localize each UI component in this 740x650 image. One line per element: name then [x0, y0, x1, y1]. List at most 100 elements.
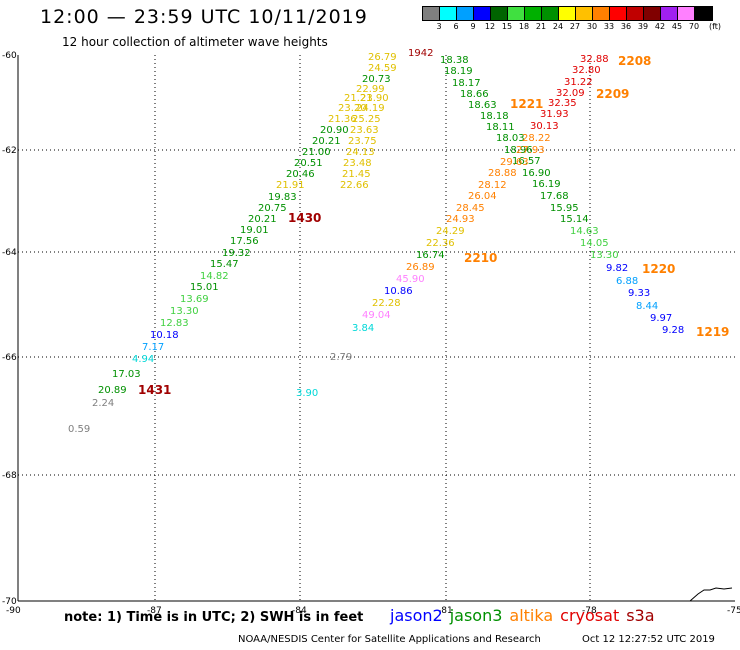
longitude-label: -75: [727, 606, 740, 616]
pass-time-label: 2208: [618, 54, 651, 68]
swh-value: 10.18: [150, 330, 179, 341]
swh-value: 21.91: [276, 180, 305, 191]
swh-value: 23.90: [360, 93, 389, 104]
swh-value: 25.25: [352, 114, 381, 125]
swh-value: 18.38: [440, 55, 469, 66]
swh-value: 13.30: [170, 306, 199, 317]
pass-time-label: 1221: [510, 97, 543, 111]
latitude-label: -68: [2, 471, 17, 481]
swh-value: 20.21: [248, 214, 277, 225]
swh-value: 27.93: [516, 145, 545, 156]
color-swatch: [423, 7, 440, 20]
swh-value: 26.79: [368, 52, 397, 63]
swh-value: 0.59: [68, 424, 90, 435]
color-tick-label: 3: [436, 22, 442, 31]
swh-value: 9.82: [606, 263, 628, 274]
pass-time-label: 1431: [138, 383, 171, 397]
credit-line: NOAA/NESDIS Center for Satellite Applica…: [238, 634, 541, 645]
swh-value: 17.68: [540, 191, 569, 202]
swh-value: 20.89: [98, 385, 127, 396]
swh-value: 22.28: [372, 298, 401, 309]
lat-lon-grid: [18, 55, 735, 601]
color-swatch: [593, 7, 610, 20]
swh-value: 32.88: [580, 54, 609, 65]
longitude-label: -87: [147, 606, 162, 616]
pass-time-label: 1430: [288, 211, 321, 225]
swh-value: 32.35: [548, 98, 577, 109]
color-tick-label: 42: [654, 22, 666, 31]
satellite-legend: jason2 jason3 altika cryosat s3a: [390, 606, 662, 625]
color-swatch: [440, 7, 457, 20]
color-tick-label: 39: [637, 22, 649, 31]
pass-time-labels: 2208 2209 1221 1430 2210 1220 1219 1431: [138, 54, 729, 397]
swh-value: 16.74: [416, 250, 445, 261]
coastline: [689, 587, 733, 602]
swh-value: 14.82: [200, 271, 229, 282]
swh-value: 15.47: [210, 259, 239, 270]
swh-value: 18.19: [444, 66, 473, 77]
swh-value: 22.99: [356, 84, 385, 95]
satellite-legend-item: cryosat: [560, 606, 620, 625]
swh-value: 16.90: [522, 168, 551, 179]
swh-value: 23.48: [343, 158, 372, 169]
swh-value: 32.09: [556, 88, 585, 99]
swh-value: 22.36: [426, 238, 455, 249]
swh-value: 15.95: [550, 203, 579, 214]
swh-observations: 26.7924.5920.7322.9921.2123.9023.2024.19…: [68, 48, 684, 435]
satellite-legend-item: jason2: [390, 606, 443, 625]
swh-value: 19.83: [268, 192, 297, 203]
swh-value: 18.11: [486, 122, 515, 133]
swh-value: 2.24: [92, 398, 114, 409]
swh-value: 21.36: [328, 114, 357, 125]
swh-value: 8.44: [636, 301, 658, 312]
swh-value: 45.90: [396, 274, 425, 285]
swh-value: 29.63: [500, 157, 529, 168]
swh-value: 30.13: [530, 121, 559, 132]
swh-value: 24.93: [446, 214, 475, 225]
color-scale-ticks: 3 6 9 12 15 18 21 24 27 30 33 36 39 42 45 70 (ft): [422, 22, 740, 34]
color-swatch: [644, 7, 661, 20]
map-frame: [17, 55, 735, 602]
swh-value: 49.04: [362, 310, 391, 321]
swh-value: 21.00: [302, 147, 331, 158]
latitude-axis-labels: -60 -62 -64 -66 -68 -70: [2, 51, 17, 607]
swh-value: 23.20: [338, 103, 367, 114]
latitude-label: -60: [2, 51, 17, 61]
swh-value: 20.51: [294, 158, 323, 169]
color-tick-label: 45: [671, 22, 683, 31]
pass-time-label: 1220: [642, 262, 675, 276]
swh-value: 13.30: [590, 250, 619, 261]
swh-value: 32.80: [572, 65, 601, 76]
latitude-label: -66: [2, 353, 17, 363]
units-note: note: 1) Time is in UTC; 2) SWH is in fe…: [64, 610, 364, 625]
color-swatch: [474, 7, 491, 20]
color-tick-label: 6: [453, 22, 459, 31]
color-tick-label: 30: [586, 22, 598, 31]
color-tick-label: 33: [603, 22, 615, 31]
swh-value: 19.01: [240, 225, 269, 236]
swh-value: 1942: [408, 48, 433, 59]
generation-timestamp: Oct 12 12:27:52 UTC 2019: [582, 634, 715, 645]
color-swatch: [508, 7, 525, 20]
swh-value: 4.94: [132, 354, 154, 365]
color-swatch: [542, 7, 559, 20]
swh-value: 23.75: [348, 136, 377, 147]
swh-value: 24.19: [356, 103, 385, 114]
swh-value: 18.66: [460, 89, 489, 100]
longitude-axis-labels: -90 -87 -84 -81 -78 -75: [6, 606, 740, 616]
color-swatch: [559, 7, 576, 20]
color-tick-label: 27: [569, 22, 581, 31]
color-swatch: [678, 7, 695, 20]
color-swatch: [457, 7, 474, 20]
swh-value: 31.93: [540, 109, 569, 120]
swh-value: 24.13: [346, 147, 375, 158]
pass-time-label: 2209: [596, 87, 629, 101]
color-tick-label: 24: [552, 22, 564, 31]
swh-value: 9.33: [628, 288, 650, 299]
swh-value: 26.89: [406, 262, 435, 273]
swh-value: 20.46: [286, 169, 315, 180]
swh-value: 21.45: [342, 169, 371, 180]
latitude-label: -62: [2, 146, 17, 156]
swh-value: 17.03: [112, 369, 141, 380]
